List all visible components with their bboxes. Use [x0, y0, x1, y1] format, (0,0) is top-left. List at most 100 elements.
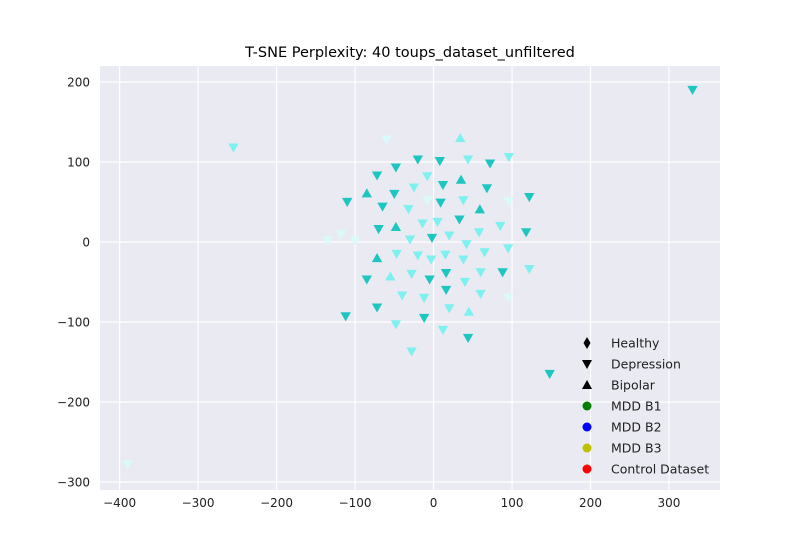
diamond-icon: [583, 337, 591, 349]
depression-point: [440, 250, 451, 260]
x-tick-label: 0: [430, 496, 438, 510]
depression-point: [422, 172, 433, 182]
legend: Healthy Depression Bipolar MDD B1 MDD B2 MDD …: [582, 336, 709, 477]
circle-icon: [582, 422, 592, 432]
depression-point: [406, 347, 417, 357]
depression-point: [462, 155, 474, 165]
depression-point: [340, 312, 351, 322]
legend-label: Bipolar: [611, 378, 656, 393]
depression-point: [495, 221, 506, 231]
y-tick-label: −200: [57, 396, 90, 410]
depression-point: [371, 303, 383, 313]
depression-point: [484, 159, 496, 169]
legend-item: Control Dataset: [582, 462, 709, 477]
depression-point: [544, 369, 555, 379]
depression-point: [349, 236, 361, 246]
depression-point: [377, 202, 388, 212]
depression-point: [371, 171, 383, 181]
legend-label: Depression: [611, 357, 681, 372]
y-tick-label: −100: [57, 316, 90, 330]
bipolar-point: [390, 221, 402, 231]
depression-point: [440, 269, 452, 279]
depression-point: [389, 189, 400, 199]
legend-label: MDD B2: [611, 420, 662, 435]
depression-point: [373, 225, 384, 235]
depression-point: [424, 275, 435, 285]
depression-point: [503, 197, 515, 207]
triangle-down-icon: [582, 360, 592, 369]
depression-point: [406, 269, 417, 279]
x-tick-label: −300: [182, 496, 215, 510]
depression-point: [475, 289, 486, 299]
depression-point: [228, 143, 239, 153]
x-tick-label: −200: [260, 496, 293, 510]
bipolar-point: [455, 174, 467, 184]
grid: [100, 66, 720, 490]
data-points: [122, 85, 698, 470]
circle-icon: [582, 464, 592, 474]
depression-point: [437, 325, 449, 335]
depression-point: [435, 198, 446, 208]
bipolar-point: [371, 253, 383, 263]
depression-point: [434, 157, 446, 167]
depression-point: [390, 320, 402, 330]
legend-label: Control Dataset: [611, 462, 709, 477]
legend-label: MDD B3: [611, 441, 662, 456]
depression-point: [479, 248, 490, 258]
depression-point: [502, 293, 514, 303]
y-tick-label: 200: [67, 76, 90, 90]
depression-point: [412, 251, 424, 261]
circle-icon: [582, 401, 592, 411]
depression-point: [440, 285, 452, 295]
depression-point: [425, 255, 437, 265]
bipolar-point: [385, 271, 396, 281]
circle-icon: [582, 443, 592, 453]
depression-point: [412, 155, 424, 165]
legend-label: Healthy: [611, 336, 660, 351]
bipolar-point: [361, 188, 373, 198]
x-tick-label: 300: [658, 496, 681, 510]
depression-point: [524, 193, 535, 203]
depression-point: [458, 255, 469, 265]
depression-point: [361, 275, 373, 285]
triangle-up-icon: [582, 380, 592, 389]
depression-point: [342, 197, 353, 207]
depression-point: [437, 181, 449, 191]
depression-point: [417, 219, 428, 229]
depression-point: [403, 205, 414, 215]
x-tick-label: −400: [103, 496, 136, 510]
y-tick-label: 100: [67, 156, 90, 170]
depression-point: [418, 313, 430, 323]
depression-point: [520, 228, 532, 238]
y-tick-label: 0: [82, 236, 90, 250]
depression-point: [502, 244, 514, 254]
depression-point: [432, 217, 443, 227]
depression-point: [461, 240, 472, 250]
depression-point: [322, 236, 333, 246]
depression-point: [391, 249, 402, 259]
depression-point: [426, 233, 438, 243]
depression-point: [408, 183, 420, 193]
plot-area: [100, 66, 720, 490]
depression-point: [481, 184, 493, 194]
tick-labels: −400 −300 −200 −100 0 100 200 300 −300 −200 −100 0 1…: [57, 76, 680, 511]
x-tick-label: −100: [339, 496, 372, 510]
bipolar-point: [463, 306, 475, 316]
depression-point: [422, 196, 433, 206]
legend-item: MDD B2: [582, 420, 662, 435]
depression-point: [390, 163, 402, 173]
legend-item: MDD B3: [582, 441, 662, 456]
depression-point: [475, 268, 486, 278]
bipolar-point: [474, 204, 486, 214]
depression-point: [459, 277, 471, 287]
x-tick-label: 100: [501, 496, 524, 510]
legend-label: MDD B1: [611, 399, 662, 414]
depression-point: [444, 304, 455, 314]
y-tick-label: −300: [57, 476, 90, 490]
legend-item: Depression: [582, 357, 681, 372]
depression-point: [418, 293, 430, 303]
x-tick-label: 200: [579, 496, 602, 510]
legend-item: MDD B1: [582, 399, 662, 414]
